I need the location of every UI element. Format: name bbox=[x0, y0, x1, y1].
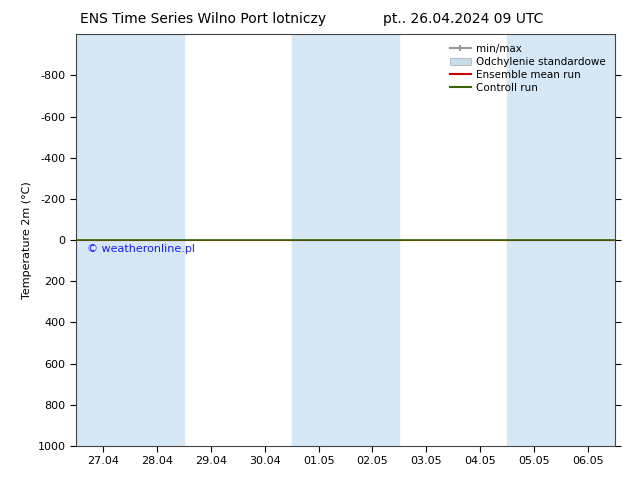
Legend: min/max, Odchylenie standardowe, Ensemble mean run, Controll run: min/max, Odchylenie standardowe, Ensembl… bbox=[446, 40, 610, 97]
Text: © weatheronline.pl: © weatheronline.pl bbox=[87, 244, 195, 254]
Y-axis label: Temperature 2m (°C): Temperature 2m (°C) bbox=[22, 181, 32, 299]
Text: pt.. 26.04.2024 09 UTC: pt.. 26.04.2024 09 UTC bbox=[383, 12, 543, 26]
Bar bbox=[76, 34, 184, 446]
Text: ENS Time Series Wilno Port lotniczy: ENS Time Series Wilno Port lotniczy bbox=[80, 12, 326, 26]
Bar bbox=[507, 34, 615, 446]
Bar bbox=[292, 34, 399, 446]
